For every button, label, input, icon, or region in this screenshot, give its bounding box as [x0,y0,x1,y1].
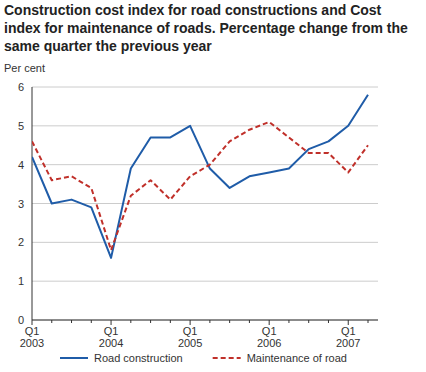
x-tick-label: Q12004 [99,325,123,349]
x-tick-label-line: 2003 [20,337,44,349]
x-tick [209,320,210,323]
x-tick [368,320,369,323]
y-axis [32,87,33,320]
x-tick [150,320,151,323]
x-tick-label-line: 2005 [178,337,202,349]
y-label: Per cent [4,62,45,74]
x-tick-label-line: Q1 [262,325,277,337]
title: Construction cost index for road constru… [4,2,408,54]
x-tick [288,320,289,323]
x-tick [308,320,309,323]
y-tick-label: 1 [18,275,24,287]
y-tick-label: 2 [18,236,24,248]
grid-line [32,281,378,282]
x-tick-label: Q12003 [20,325,44,349]
grid-line [32,87,378,88]
y-tick-label: 6 [18,81,24,93]
x-tick-label-line: Q1 [183,325,198,337]
x-tick [229,320,230,323]
y-tick-label: 4 [18,159,24,171]
x-tick [71,320,72,323]
x-tick-label: Q12006 [257,325,281,349]
grid-line [32,125,378,126]
x-tick-label-line: Q1 [25,325,40,337]
title-line: same quarter the previous year [4,38,212,54]
grid-line [32,164,378,165]
x-tick-label-line: Q1 [104,325,119,337]
x-tick-label-line: 2006 [257,337,281,349]
series-line [32,95,368,258]
x-tick-label-line: Q1 [341,325,356,337]
x-tick [249,320,250,323]
x-tick-label: Q12007 [336,325,360,349]
chart-root: Construction cost index for road constru… [0,0,426,372]
x-tick [328,320,329,323]
legend-swatch [60,357,88,359]
title-line: Construction cost index for road constru… [4,2,382,18]
series-line [32,122,368,250]
legend-label: Road construction [94,352,183,364]
x-tick [51,320,52,323]
x-tick [170,320,171,323]
title-line: index for maintenance of roads. Percenta… [4,20,408,36]
plot-area [32,95,368,258]
grid-line [32,320,378,321]
x-tick [91,320,92,323]
x-tick-label: Q12005 [178,325,202,349]
x-tick-label-line: 2007 [336,337,360,349]
x-tick [130,320,131,323]
legend-swatch [213,357,241,359]
grid-line [32,242,378,243]
y-tick-label: 5 [18,120,24,132]
y-tick-label: 0 [18,314,24,326]
legend-label: Maintenance of road [247,352,347,364]
x-tick-label-line: 2004 [99,337,123,349]
chart: Construction cost index for road constru… [0,0,426,372]
x-axis [32,320,378,321]
y-tick-label: 3 [18,198,24,210]
